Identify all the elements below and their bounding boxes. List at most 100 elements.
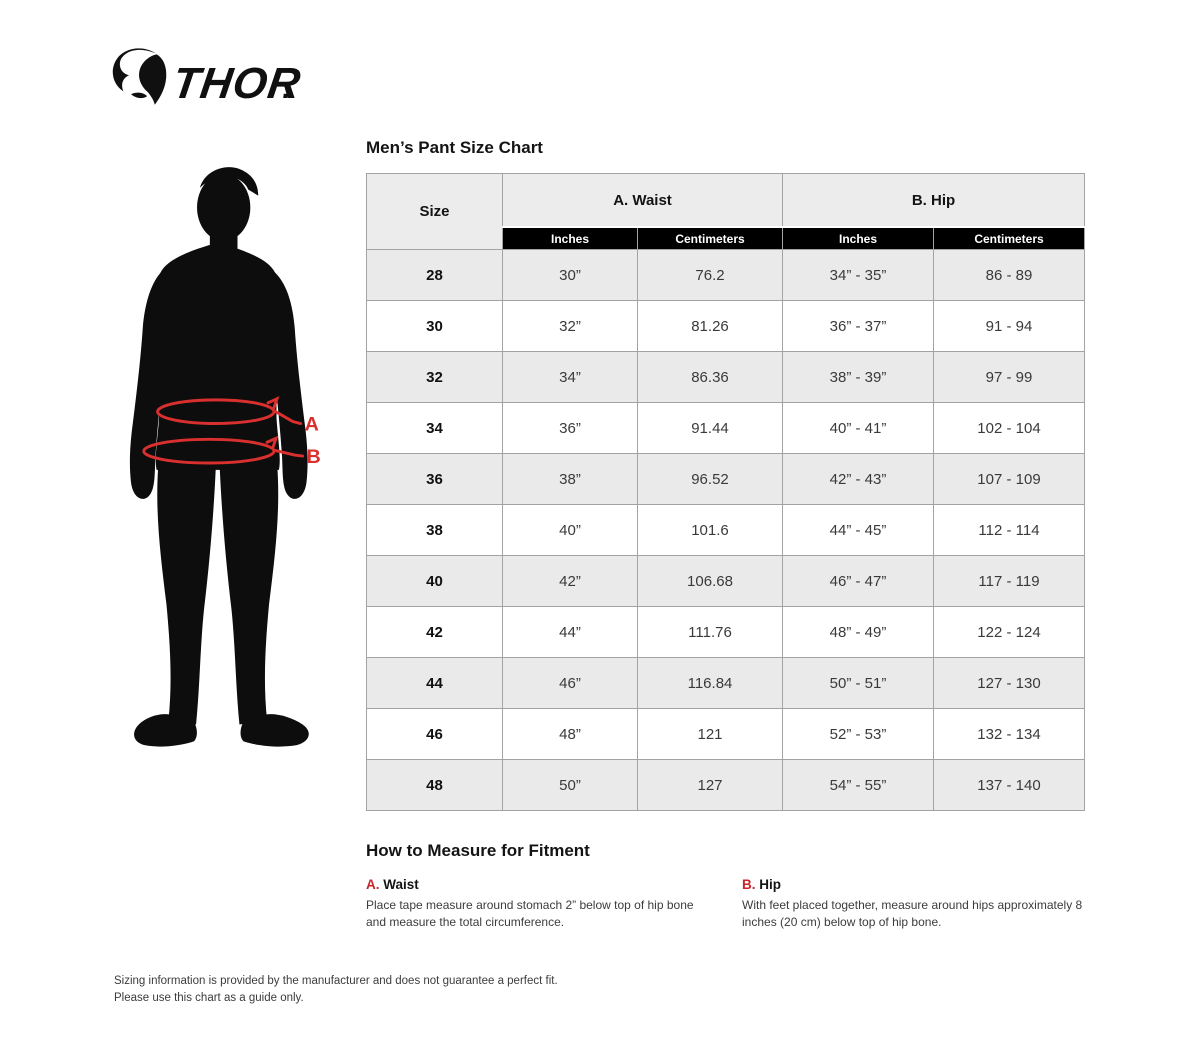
size-cell: 36 (366, 453, 503, 505)
waist-band-arrow (266, 396, 280, 410)
table-row: 42 44” 111.76 48” - 49” 122 - 124 (366, 606, 1085, 658)
value-cell: 96.52 (637, 453, 783, 505)
subheader-hip-inches: Inches (782, 226, 934, 250)
disclaimer-line-1: Sizing information is provided by the ma… (114, 975, 558, 987)
logo-wordmark: THOR (170, 59, 302, 108)
table-header-row: Size A. Waist B. Hip (366, 173, 1085, 250)
table-row: 30 32” 81.26 36” - 37” 91 - 94 (366, 300, 1085, 352)
table-subheader-row: Inches Centimeters Inches Centimeters (367, 226, 1085, 250)
value-cell: 40” - 41” (782, 402, 934, 454)
disclaimer-line-2: Please use this chart as a guide only. (114, 992, 304, 1005)
table-row: 32 34” 86.36 38” - 39” 97 - 99 (366, 351, 1085, 403)
measure-item-waist: A. Waist Place tape measure around stoma… (366, 877, 710, 932)
measure-letter: A. (366, 877, 380, 892)
measure-letter: B. (742, 877, 756, 892)
value-cell: 137 - 140 (933, 759, 1085, 811)
value-cell: 42” (502, 555, 638, 607)
value-cell: 132 - 134 (933, 708, 1085, 760)
measure-name: Waist (383, 877, 419, 892)
waist-leader-line (272, 409, 303, 425)
value-cell: 46” (502, 657, 638, 709)
value-cell: 112 - 114 (933, 504, 1085, 556)
table-row: 34 36” 91.44 40” - 41” 102 - 104 (366, 402, 1085, 454)
value-cell: 48” (502, 708, 638, 760)
table-row: 40 42” 106.68 46” - 47” 117 - 119 (366, 555, 1085, 607)
size-cell: 34 (366, 402, 503, 454)
size-cell: 38 (366, 504, 503, 556)
col-header-size: Size (366, 173, 503, 250)
value-cell: 127 (637, 759, 783, 811)
page-title: Men’s Pant Size Chart (366, 138, 543, 157)
value-cell: 81.26 (637, 300, 783, 352)
value-cell: 52” - 53” (782, 708, 934, 760)
value-cell: 50” - 51” (782, 657, 934, 709)
measure-name: Hip (759, 877, 782, 892)
value-cell: 46” - 47” (782, 555, 934, 607)
table-row: 28 30” 76.2 34” - 35” 86 - 89 (366, 249, 1085, 301)
col-header-waist: A. Waist (502, 173, 783, 228)
disclaimer: Sizing information is provided by the ma… (114, 973, 558, 1008)
table-row: 38 40” 101.6 44” - 45” 112 - 114 (366, 504, 1085, 556)
size-table-body: 28 30” 76.2 34” - 35” 86 - 89 30 32” 81.26 36” -… (366, 249, 1085, 811)
hip-band-label: B (307, 446, 321, 468)
thor-logo: THOR . (112, 48, 302, 108)
value-cell: 36” - 37” (782, 300, 934, 352)
value-cell: 117 - 119 (933, 555, 1085, 607)
measurement-bands (142, 396, 305, 465)
male-silhouette-diagram: A B (129, 167, 321, 747)
value-cell: 111.76 (637, 606, 783, 658)
value-cell: 102 - 104 (933, 402, 1085, 454)
value-cell: 91 - 94 (933, 300, 1085, 352)
value-cell: 34” - 35” (782, 249, 934, 301)
subheader-hip-centimeters: Centimeters (933, 226, 1085, 250)
value-cell: 127 - 130 (933, 657, 1085, 709)
size-cell: 44 (366, 657, 503, 709)
value-cell: 86.36 (637, 351, 783, 403)
table-row: 44 46” 116.84 50” - 51” 127 - 130 (366, 657, 1085, 709)
table-row: 36 38” 96.52 42” - 43” 107 - 109 (366, 453, 1085, 505)
value-cell: 32” (502, 300, 638, 352)
ram-head-icon (112, 48, 167, 105)
subheader-waist-inches: Inches (502, 226, 638, 250)
value-cell: 86 - 89 (933, 249, 1085, 301)
subheader-waist-centimeters: Centimeters (637, 226, 783, 250)
value-cell: 36” (502, 402, 638, 454)
value-cell: 42” - 43” (782, 453, 934, 505)
waist-band-label: A (305, 413, 319, 435)
value-cell: 106.68 (637, 555, 783, 607)
measure-item-heading: A. Waist (366, 877, 710, 892)
value-cell: 76.2 (637, 249, 783, 301)
value-cell: 50” (502, 759, 638, 811)
size-cell: 42 (366, 606, 503, 658)
hip-band-arrow (265, 435, 279, 449)
value-cell: 48” - 49” (782, 606, 934, 658)
measure-instructions: Place tape measure around stomach 2” bel… (366, 898, 694, 930)
value-cell: 38” (502, 453, 638, 505)
value-cell: 54” - 55” (782, 759, 934, 811)
size-cell: 30 (366, 300, 503, 352)
value-cell: 34” (502, 351, 638, 403)
value-cell: 101.6 (637, 504, 783, 556)
value-cell: 107 - 109 (933, 453, 1085, 505)
value-cell: 116.84 (637, 657, 783, 709)
value-cell: 44” - 45” (782, 504, 934, 556)
body-silhouette (129, 167, 309, 747)
size-chart-table: Size A. Waist B. Hip Inches Centimeters … (366, 173, 1085, 811)
value-cell: 91.44 (637, 402, 783, 454)
measure-instructions: With feet placed together, measure aroun… (742, 898, 1083, 930)
col-header-hip: B. Hip (782, 173, 1085, 228)
value-cell: 40” (502, 504, 638, 556)
value-cell: 44” (502, 606, 638, 658)
measure-item-heading: B. Hip (742, 877, 1094, 892)
measure-section-title: How to Measure for Fitment (366, 841, 590, 860)
value-cell: 97 - 99 (933, 351, 1085, 403)
size-cell: 28 (366, 249, 503, 301)
table-row: 46 48” 121 52” - 53” 132 - 134 (366, 708, 1085, 760)
measure-item-hip: B. Hip With feet placed together, measur… (742, 877, 1094, 932)
table-row: 48 50” 127 54” - 55” 137 - 140 (366, 759, 1085, 811)
size-cell: 40 (366, 555, 503, 607)
value-cell: 30” (502, 249, 638, 301)
size-cell: 48 (366, 759, 503, 811)
size-cell: 32 (366, 351, 503, 403)
